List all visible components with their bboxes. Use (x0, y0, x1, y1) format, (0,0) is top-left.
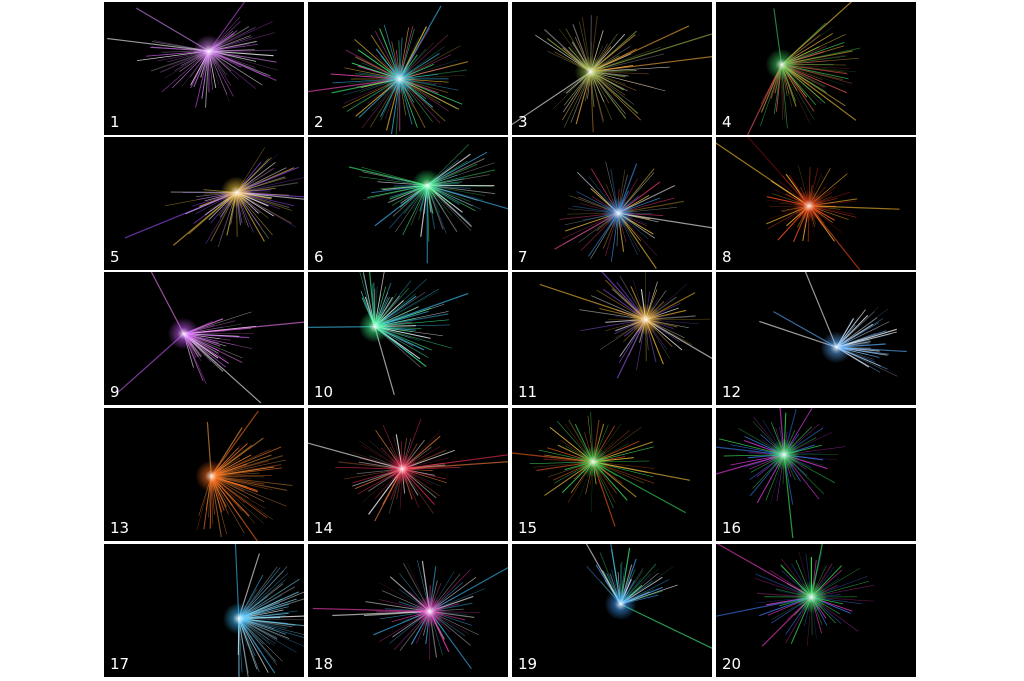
gallery-tile: 17 (104, 544, 304, 677)
glow-core (604, 588, 637, 621)
fractal-image (118, 272, 304, 404)
tile-number: 4 (722, 113, 732, 131)
fractal-rays (716, 544, 875, 647)
gallery-sheet: 1 2 3 4 5 6 7 8 9 10 11 12 13 14 15 16 17 18 19 20 (104, 0, 920, 681)
gallery-tile: 11 (512, 272, 712, 405)
fractal-rays (348, 144, 508, 264)
gallery-tile: 8 (716, 137, 916, 270)
gallery-tile: 4 (716, 2, 916, 135)
tile-number: 2 (314, 113, 324, 131)
glow-core (602, 197, 635, 230)
gallery-tile: 19 (512, 544, 712, 677)
fractal-image (539, 272, 712, 379)
gallery-tile: 5 (104, 137, 304, 270)
tile-number: 8 (722, 248, 732, 266)
glow-core (411, 169, 444, 202)
gallery-tile: 2 (308, 2, 508, 135)
tile-number: 13 (110, 519, 130, 537)
glow-core (383, 62, 416, 95)
fractal-image (124, 147, 304, 248)
fractal-image (312, 560, 508, 670)
tile-number: 15 (518, 519, 538, 537)
glow-core (629, 303, 662, 336)
tile-number: 16 (722, 519, 742, 537)
fractal-image (107, 2, 278, 108)
fractal-rays (312, 560, 508, 670)
fractal-image (308, 272, 469, 395)
gallery-tile: 16 (716, 408, 916, 541)
fractal-image (716, 408, 846, 538)
glow-core (220, 176, 253, 209)
fractal-image (348, 144, 508, 264)
glow-core (195, 460, 228, 493)
tile-number: 11 (518, 383, 538, 401)
gallery-tile: 7 (512, 137, 712, 270)
gallery-tile: 1 (104, 2, 304, 135)
fractal-image (585, 544, 712, 649)
fractal-image (746, 2, 861, 135)
fractal-rays (124, 147, 304, 248)
glow-core (577, 445, 610, 478)
gallery-tile: 10 (308, 272, 508, 405)
tile-number: 10 (314, 383, 334, 401)
gallery-tile: 15 (512, 408, 712, 541)
fractal-image (554, 161, 712, 269)
fractal-image (759, 272, 907, 377)
gallery-tile: 12 (716, 272, 916, 405)
glow-core (793, 189, 825, 222)
gallery-tile: 14 (308, 408, 508, 541)
glow-core (167, 317, 200, 350)
tile-number: 20 (722, 655, 742, 673)
tile-number: 5 (110, 248, 120, 266)
fractal-image (512, 411, 691, 527)
glow-core (358, 310, 391, 343)
fractal-image (512, 15, 712, 133)
fractal-rays (107, 2, 278, 108)
gallery-tile: 6 (308, 137, 508, 270)
fractal-rays (512, 15, 712, 133)
glow-core (413, 595, 446, 628)
fractal-image (308, 5, 469, 135)
gallery-tile: 20 (716, 544, 916, 677)
glow-core (192, 35, 225, 67)
gallery-tile: 13 (104, 408, 304, 541)
tile-number: 18 (314, 655, 334, 673)
fractal-rays (746, 2, 861, 135)
fractal-image (716, 544, 875, 647)
fractal-rays (118, 272, 304, 404)
tile-number: 3 (518, 113, 528, 131)
fractal-rays (539, 272, 712, 379)
gallery-tile: 3 (512, 2, 712, 135)
tile-number: 17 (110, 655, 130, 673)
glow-core (386, 453, 419, 485)
glow-core (768, 438, 800, 471)
fractal-image (222, 544, 304, 677)
glow-core (820, 331, 853, 364)
tile-number: 19 (518, 655, 538, 673)
tile-number: 6 (314, 248, 324, 266)
glow-core (222, 602, 255, 635)
gallery-tile: 18 (308, 544, 508, 677)
tile-number: 9 (110, 383, 120, 401)
glow-core (795, 581, 828, 614)
tile-number: 7 (518, 248, 528, 266)
fractal-image (195, 410, 293, 541)
fractal-image (308, 418, 508, 522)
tile-number: 12 (722, 383, 742, 401)
glow-core (765, 48, 798, 81)
glow-core (574, 55, 607, 88)
fractal-rays (585, 544, 712, 649)
tile-number: 14 (314, 519, 334, 537)
tile-number: 1 (110, 113, 120, 131)
fractal-image (716, 137, 900, 270)
gallery-tile: 9 (104, 272, 304, 405)
